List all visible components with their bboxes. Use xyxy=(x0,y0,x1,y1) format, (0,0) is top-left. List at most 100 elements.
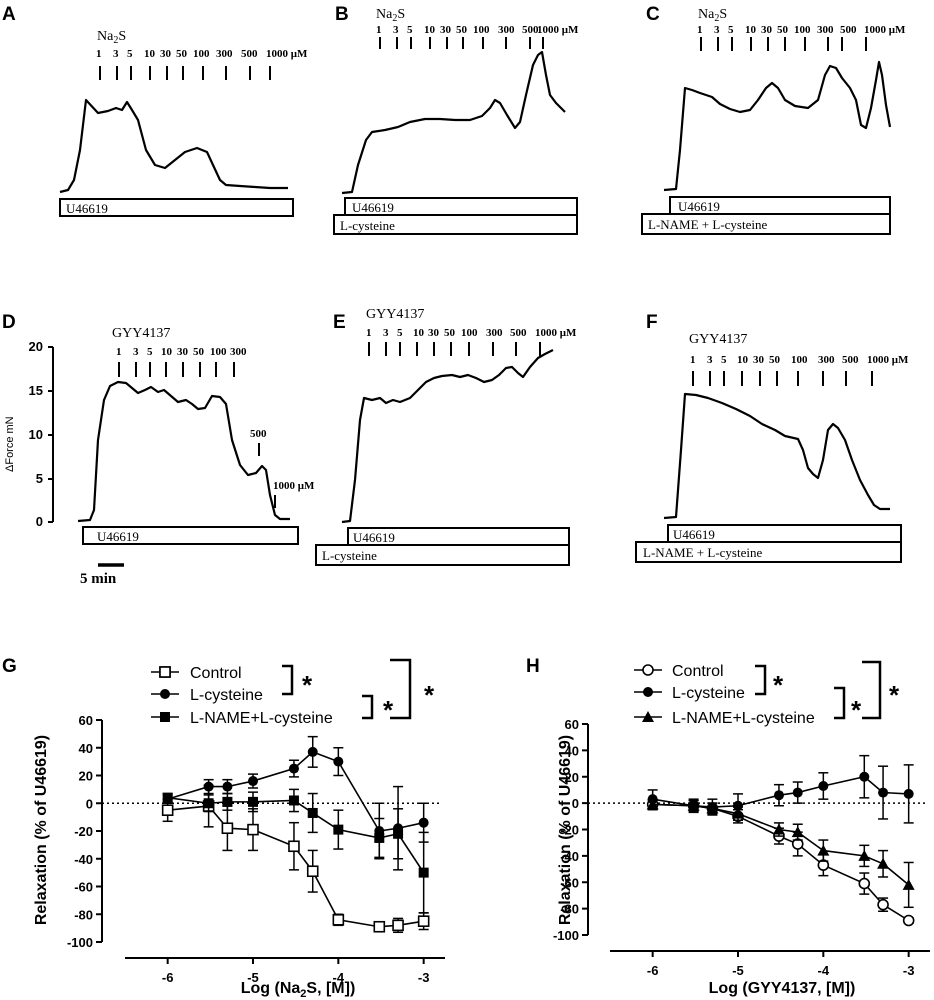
series-line xyxy=(652,803,910,922)
data-point xyxy=(878,787,889,798)
data-point xyxy=(162,792,173,803)
conc-label: 50 xyxy=(193,346,205,358)
panel-letter-f: F xyxy=(646,312,658,333)
conc-label: 30 xyxy=(761,24,773,36)
data-point xyxy=(373,920,386,933)
panel-letter-g: G xyxy=(2,656,17,677)
data-point xyxy=(418,867,429,878)
panel-letter-h: H xyxy=(526,656,540,677)
conc-label: 1000 μM xyxy=(864,24,906,36)
panel-a: A Na2S 1 3 5 10 30 50 100 300 500 1000 μ… xyxy=(2,4,308,217)
y-tick-label: -20 xyxy=(74,824,93,839)
conc-label: 300 xyxy=(230,346,247,358)
tension-trace-e xyxy=(341,349,554,524)
data-point xyxy=(732,807,744,819)
data-point xyxy=(288,840,300,853)
conc-label: 500 xyxy=(250,428,267,440)
data-point xyxy=(902,878,915,890)
data-point xyxy=(706,802,719,814)
conc-label: 10 xyxy=(737,354,749,366)
conc-label: 5 xyxy=(127,48,133,60)
data-point xyxy=(392,919,404,932)
conc-label: 3 xyxy=(714,24,720,36)
y-tick-label: 0 xyxy=(572,796,579,811)
conc-label: 30 xyxy=(753,354,765,366)
conc-label: 50 xyxy=(769,354,781,366)
panel-letter-c: C xyxy=(646,4,660,25)
drug-label-c: Na2S xyxy=(698,7,727,24)
treatment-bar-l-name-l-cysteine xyxy=(635,541,902,563)
conc-label: 5 xyxy=(721,354,727,366)
panel-c: C Na2S 1 3 5 10 30 50 100 300 500 1000 μ… xyxy=(641,4,906,235)
conc-label: 50 xyxy=(777,24,789,36)
treatment-bar-label: U46619 xyxy=(678,199,720,214)
conc-label: 300 xyxy=(818,354,835,366)
data-point xyxy=(877,898,889,911)
data-point xyxy=(859,771,870,782)
y-tick-label: -80 xyxy=(560,902,579,917)
conc-label: 300 xyxy=(498,24,515,36)
x-tick-label: -6 xyxy=(162,970,174,985)
x-axis-title: Log (Na2S, [M]) xyxy=(241,980,356,1000)
y-tick-label: -80 xyxy=(74,907,93,922)
conc-label: 100 xyxy=(791,354,808,366)
x-tick-label: -3 xyxy=(418,970,430,985)
conc-label: 500 xyxy=(522,24,539,36)
conc-label: 30 xyxy=(177,346,189,358)
data-point xyxy=(418,817,429,828)
panel-letter-b: B xyxy=(335,4,349,25)
conc-label: 1 xyxy=(376,24,382,36)
drug-label-a: Na2S xyxy=(97,29,126,46)
addition-ticks-a xyxy=(99,66,271,80)
y-tick-label: 60 xyxy=(565,717,579,732)
tension-trace-b xyxy=(341,50,566,195)
data-point xyxy=(332,913,345,926)
conc-label: 100 xyxy=(210,346,227,358)
y-axis-d: 0 5 10 15 20 ΔForce mN xyxy=(4,339,54,529)
data-point xyxy=(858,877,871,890)
significance-brackets-h: * * * xyxy=(755,660,900,725)
legend-label: Control xyxy=(190,665,242,682)
data-point xyxy=(858,849,871,861)
data-point xyxy=(903,788,914,799)
data-point xyxy=(772,823,785,835)
series-line xyxy=(167,805,424,928)
axes: 60 40 20 0 -20 -40 -60 -80 -100 -6 -5 -4 -3 xyxy=(67,713,445,985)
y-tick-label: -60 xyxy=(560,875,579,890)
conc-label: 1 xyxy=(690,354,696,366)
conc-label: 5 xyxy=(728,24,734,36)
conc-label: 50 xyxy=(444,327,456,339)
conc-label: 1000 μM xyxy=(867,354,909,366)
data-point xyxy=(203,781,214,792)
conc-label: 30 xyxy=(160,48,172,60)
data-point xyxy=(161,804,174,816)
y-axis-title: Relaxation (% of U46619) xyxy=(33,735,50,925)
data-point xyxy=(222,796,233,807)
conc-label: 500 xyxy=(510,327,527,339)
treatment-bar-l-cysteine xyxy=(333,214,578,235)
y-tick-label: 15 xyxy=(29,383,43,398)
legend-label: L-cysteine xyxy=(672,685,745,702)
tension-trace-a xyxy=(59,98,288,194)
legend-marker-l-cysteine xyxy=(643,687,653,697)
conc-label: 100 xyxy=(794,24,811,36)
panel-d: D GYY4137 1 3 5 10 30 50 100 300 500 100… xyxy=(2,312,315,587)
conc-label: 10 xyxy=(144,48,156,60)
data-point xyxy=(248,796,258,807)
data-point xyxy=(733,800,743,811)
data-point xyxy=(393,828,404,839)
conc-label: 5 xyxy=(407,24,413,36)
y-tick-label: 10 xyxy=(29,427,43,442)
series-l-cysteine xyxy=(647,754,914,824)
conc-label: 1 xyxy=(366,327,372,339)
conc-label: 10 xyxy=(745,24,757,36)
conc-label: 5 xyxy=(147,346,153,358)
series-line xyxy=(167,796,425,874)
y-tick-label: 20 xyxy=(29,339,43,354)
conc-label: 1 xyxy=(697,24,703,36)
data-point xyxy=(818,780,829,791)
conc-label: 1000 μM xyxy=(273,480,315,492)
treatment-bar-label: U46619 xyxy=(97,529,139,544)
treatment-bar-u46619 xyxy=(82,526,299,545)
conc-label: 1 xyxy=(116,346,122,358)
